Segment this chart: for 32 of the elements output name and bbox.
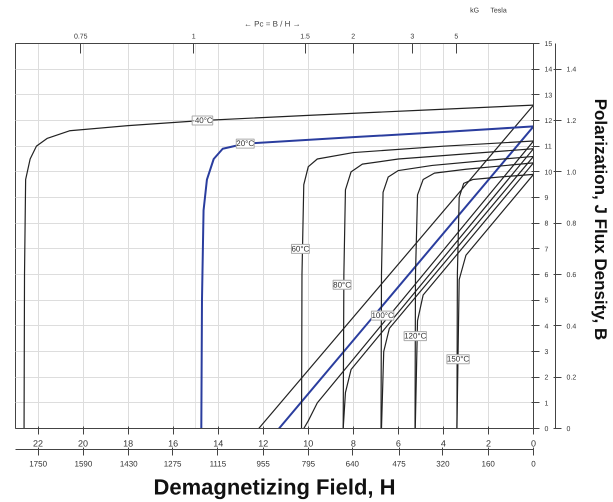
x2-tick-label: 475 (392, 460, 406, 468)
text: ← Pc = B / H → (244, 20, 301, 28)
x-tick-label: 16 (168, 438, 178, 448)
x2-tick-label: 1430 (120, 460, 138, 468)
x2-tick-label: 640 (346, 460, 360, 468)
x2-tick-label: 1275 (164, 460, 182, 468)
x2-tick-label: 160 (482, 460, 496, 468)
x2-tick-label: 0 (531, 460, 536, 468)
x-tick-label: 10 (303, 438, 314, 448)
x-tick-label: 0 (530, 438, 536, 448)
x-tick-label: 4 (440, 438, 446, 448)
annotation: 120°C (404, 332, 427, 341)
x-tick-label: 2 (486, 438, 491, 448)
x2-tick-label: 320 (436, 460, 450, 468)
x-tick-label: 22 (33, 438, 44, 448)
annotation: 80°C (333, 280, 352, 290)
x-tick-label: 18 (123, 438, 134, 448)
x-axis-title: Demagnetizing Field, H (153, 474, 396, 500)
x2-tick-label: 795 (302, 460, 316, 468)
y2-axis-title: Polarization, J Flux Density, B (591, 98, 610, 340)
x2-tick-label: 955 (256, 460, 270, 468)
x2-tick-label: 1115 (210, 460, 227, 468)
x2-tick-label: 1590 (74, 460, 93, 468)
x-tick-label: 14 (213, 438, 224, 448)
annotation: 150°C (446, 354, 470, 364)
x-tick-label: 20 (78, 438, 88, 448)
x2-tick-label: 1750 (29, 460, 48, 468)
x-tick-label: 6 (396, 438, 401, 448)
annotation: 100°C (371, 311, 394, 320)
x-tick-label: 12 (258, 438, 268, 448)
x-tick-label: 8 (350, 438, 356, 448)
annotation: 60°C (291, 244, 310, 254)
